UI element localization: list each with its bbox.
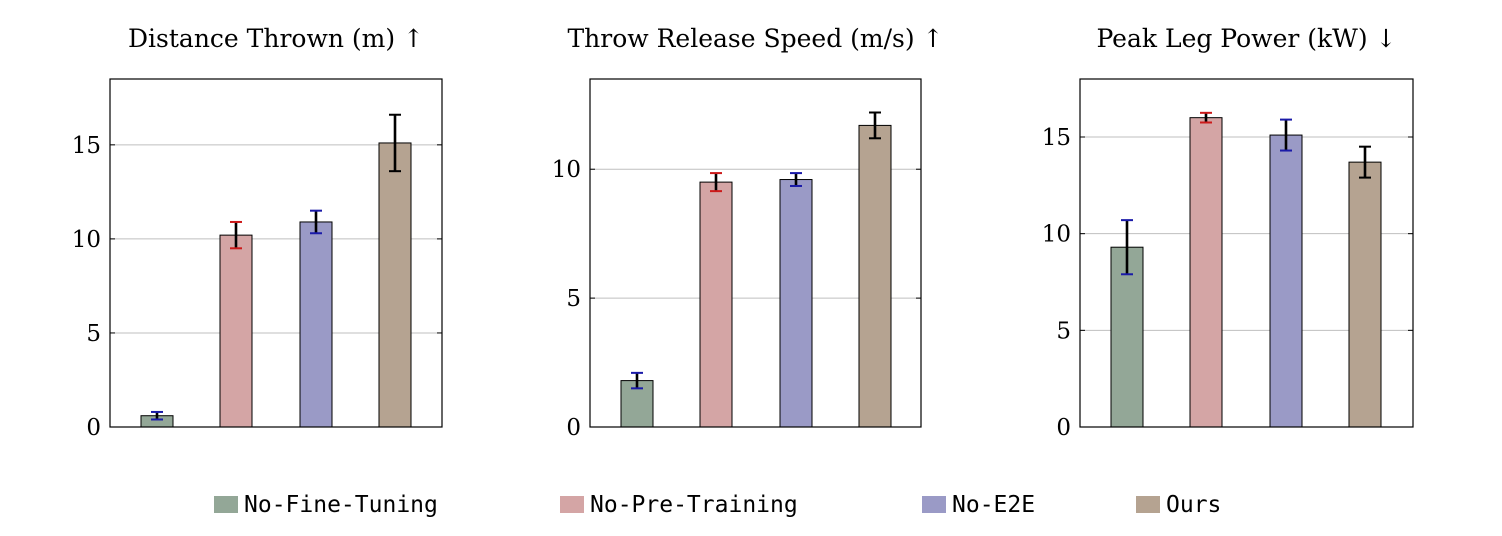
bar-ours (378, 142, 412, 428)
legend-swatch (560, 496, 584, 513)
legend-label: No-Fine-Tuning (244, 492, 438, 518)
y-tick-label: 5 (566, 286, 581, 312)
plot-frame (589, 78, 922, 428)
error-bar (310, 209, 322, 235)
legend-swatch (1136, 496, 1160, 513)
bar-no-fine-tuning (1110, 246, 1144, 428)
error-bar (230, 220, 242, 250)
legend-item-no-pre-training: No-Pre-Training (560, 492, 798, 518)
error-bar (1200, 111, 1212, 124)
chart-title: Throw Release Speed (m/s) ↑ (567, 24, 943, 53)
bar-no-e2e (779, 179, 813, 428)
bar-no-e2e (299, 221, 333, 428)
legend-label: Ours (1166, 492, 1221, 518)
legend-item-no-fine-tuning: No-Fine-Tuning (214, 492, 438, 518)
error-bar (631, 371, 643, 390)
y-tick-label: 15 (72, 133, 101, 159)
y-tick-label: 0 (566, 415, 581, 441)
legend: No-Fine-Tuning No-Pre-Training No-E2E Ours (214, 492, 1221, 518)
error-bar (151, 410, 163, 421)
chart-panel-2: 0 5 10 Throw Release Speed (m/s) ↑ (552, 24, 944, 441)
legend-label: No-Pre-Training (590, 492, 798, 518)
y-tick-label: 15 (1042, 125, 1071, 151)
error-bar (1121, 219, 1133, 276)
legend-label: No-E2E (952, 492, 1035, 518)
y-tick-label: 0 (86, 415, 101, 441)
legend-swatch (214, 496, 238, 513)
error-bar (790, 172, 802, 187)
chart-panel-1: 0 5 10 15 Distance Thrown (m) ↑ (72, 24, 443, 441)
y-tick-label: 10 (72, 227, 101, 253)
plot-frame (1079, 78, 1414, 428)
error-bar (1359, 145, 1371, 179)
bar-ours (858, 124, 892, 428)
chart-panel-3: 0 5 10 15 Peak Leg Power (kW) ↓ (1042, 24, 1414, 441)
error-bar (710, 172, 722, 193)
bar-no-pre-training (699, 181, 733, 428)
y-tick-label: 5 (1056, 318, 1071, 344)
chart-title: Peak Leg Power (kW) ↓ (1096, 24, 1396, 53)
bar-ours (1348, 161, 1382, 428)
bar-no-pre-training (219, 234, 253, 428)
legend-swatch (922, 496, 946, 513)
error-bar (389, 113, 401, 173)
plot-frame (109, 78, 443, 428)
y-tick-label: 0 (1056, 415, 1071, 441)
bar-no-e2e (1269, 134, 1303, 428)
legend-item-ours: Ours (1136, 492, 1221, 518)
error-bar (1280, 118, 1292, 152)
error-bar (869, 111, 881, 140)
y-tick-label: 5 (86, 321, 101, 347)
bar-no-pre-training (1189, 117, 1223, 428)
y-tick-label: 10 (552, 157, 581, 183)
y-tick-label: 10 (1042, 222, 1071, 248)
legend-item-no-e2e: No-E2E (922, 492, 1035, 518)
chart-title: Distance Thrown (m) ↑ (128, 24, 424, 53)
